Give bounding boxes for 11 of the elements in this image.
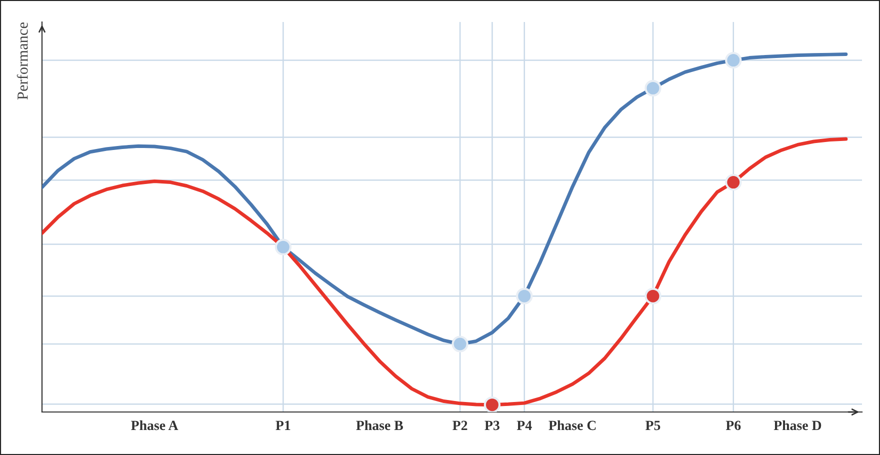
x-tick-label: Phase C — [548, 420, 596, 430]
x-tick-label: P3 — [484, 420, 500, 430]
x-tick-label: P1 — [276, 420, 290, 430]
y-axis-title: Performance — [16, 22, 28, 100]
x-tick-label: Phase D — [774, 420, 822, 430]
x-tick-label: Phase A — [131, 420, 178, 430]
x-tick-label: Phase B — [356, 420, 403, 430]
x-tick-label: P4 — [516, 420, 532, 430]
x-tick-label: P6 — [726, 420, 741, 430]
x-tick-label: P2 — [452, 420, 468, 430]
x-tick-label: P5 — [646, 420, 660, 430]
